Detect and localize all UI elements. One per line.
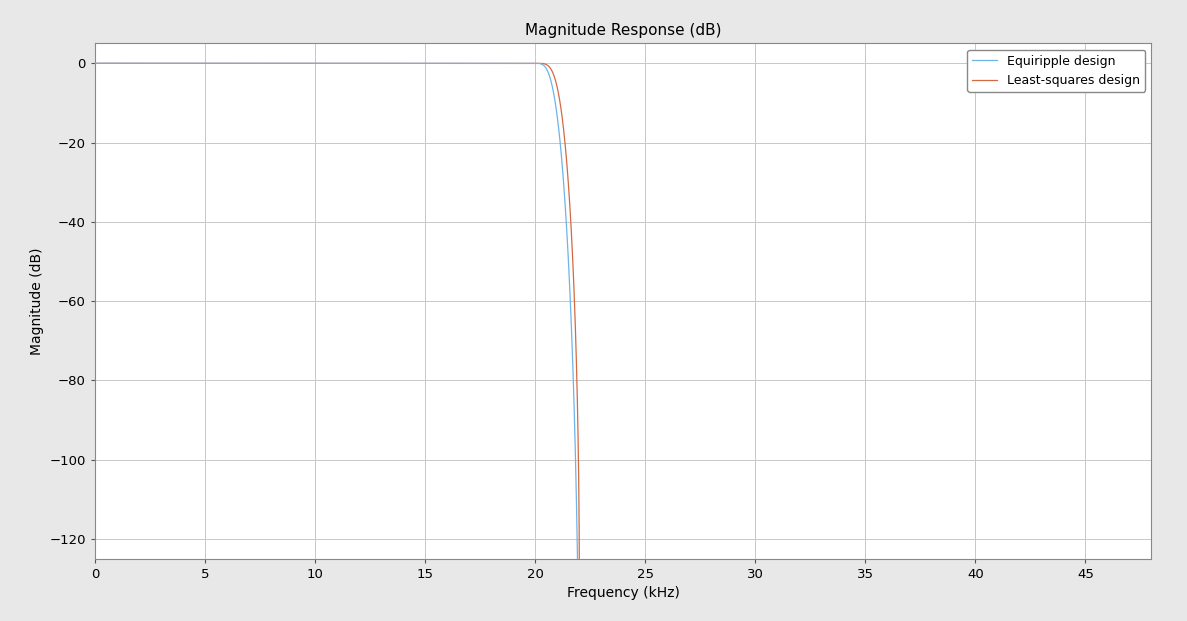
Equiripple design: [527, 60, 541, 67]
Y-axis label: Magnitude (dB): Magnitude (dB): [30, 247, 44, 355]
Least-squares design: [400, 60, 414, 67]
Legend: Equiripple design, Least-squares design: Equiripple design, Least-squares design: [967, 50, 1145, 92]
Line: Equiripple design: Equiripple design: [95, 63, 1151, 621]
Least-squares design: [527, 60, 541, 67]
Line: Least-squares design: Least-squares design: [95, 63, 1151, 621]
Least-squares design: [221, 60, 235, 67]
Least-squares design: [88, 60, 102, 67]
Equiripple design: [400, 60, 414, 67]
X-axis label: Frequency (kHz): Frequency (kHz): [566, 586, 680, 601]
Equiripple design: [88, 60, 102, 67]
Title: Magnitude Response (dB): Magnitude Response (dB): [525, 23, 722, 38]
Equiripple design: [221, 60, 235, 67]
